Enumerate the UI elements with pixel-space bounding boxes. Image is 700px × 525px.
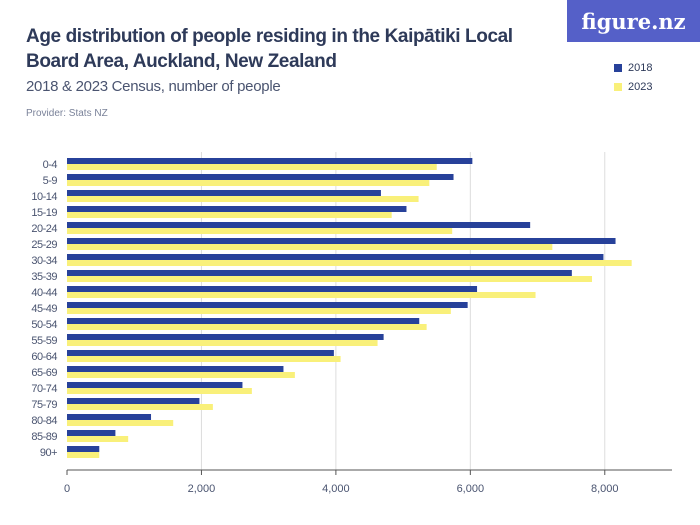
bar-2023-40-44 [67,292,536,298]
y-tick-label: 40-44 [31,287,57,299]
bar-2023-10-14 [67,196,419,202]
bar-2023-50-54 [67,324,427,330]
legend-swatch-2023 [614,83,622,91]
bar-2023-15-19 [67,212,392,218]
bar-2023-0-4 [67,164,437,170]
y-tick-label: 85-89 [31,431,57,443]
chart-subtitle: 2018 & 2023 Census, number of people [26,78,281,95]
y-tick-label: 35-39 [31,271,57,283]
x-tick-label: 6,000 [457,483,485,495]
bar-2018-45-49 [67,302,468,308]
legend-item-2023: 2023 [614,81,652,93]
legend-label: 2023 [628,81,653,93]
bar-2018-55-59 [67,334,384,340]
bar-2023-75-79 [67,404,213,410]
x-tick-label: 8,000 [591,483,619,495]
y-tick-label: 25-29 [31,239,57,251]
y-tick-label: 50-54 [31,319,57,331]
bar-2023-60-64 [67,356,341,362]
y-tick-label: 20-24 [31,223,57,235]
bar-2018-10-14 [67,190,381,196]
provider-label: Provider: Stats NZ [26,108,108,119]
bar-2018-15-19 [67,206,407,212]
bar-2018-65-69 [67,366,284,372]
bar-2018-90+ [67,446,100,452]
bar-2023-70-74 [67,388,252,394]
bar-2018-40-44 [67,286,478,292]
y-tick-label: 15-19 [31,207,57,219]
y-tick-label: 30-34 [31,255,57,267]
y-tick-label: 45-49 [31,303,57,315]
bar-2018-75-79 [67,398,200,404]
bar-2018-85-89 [67,430,116,436]
bar-2023-25-29 [67,244,553,250]
bar-2023-30-34 [67,260,632,266]
bar-2018-5-9 [67,174,454,180]
bar-2018-30-34 [67,254,604,260]
bar-2018-60-64 [67,350,334,356]
bar-2023-20-24 [67,228,453,234]
y-tick-label: 10-14 [31,191,57,203]
x-tick-label: 2,000 [188,483,216,495]
bar-2018-50-54 [67,318,420,324]
bar-2018-35-39 [67,270,572,276]
y-tick-label: 0-4 [43,159,58,171]
y-tick-label: 55-59 [31,335,57,347]
bar-2023-45-49 [67,308,451,314]
y-tick-label: 90+ [40,447,57,459]
y-tick-label: 70-74 [31,383,57,395]
legend-swatch-2018 [614,64,622,72]
bar-2018-80-84 [67,414,152,420]
bar-2018-0-4 [67,158,473,164]
y-tick-label: 65-69 [31,367,57,379]
chart-title: Age distribution of people residing in t… [26,26,513,72]
bar-2023-65-69 [67,372,295,378]
bar-2023-85-89 [67,436,129,442]
bar-2018-20-24 [67,222,531,228]
bar-2023-55-59 [67,340,378,346]
y-tick-label: 75-79 [31,399,57,411]
y-tick-label: 5-9 [43,175,58,187]
bar-2018-70-74 [67,382,243,388]
legend-item-2018: 2018 [614,62,652,74]
bar-2023-5-9 [67,180,430,186]
y-tick-label: 60-64 [31,351,57,363]
figure-nz-logo[interactable]: figure.nz [567,0,700,42]
bar-2018-25-29 [67,238,616,244]
bar-2023-90+ [67,452,100,458]
x-tick-label: 0 [64,483,70,495]
x-tick-label: 4,000 [322,483,350,495]
bar-2023-35-39 [67,276,593,282]
bar-2023-80-84 [67,420,174,426]
y-tick-label: 80-84 [31,415,57,427]
legend-label: 2018 [628,62,653,74]
